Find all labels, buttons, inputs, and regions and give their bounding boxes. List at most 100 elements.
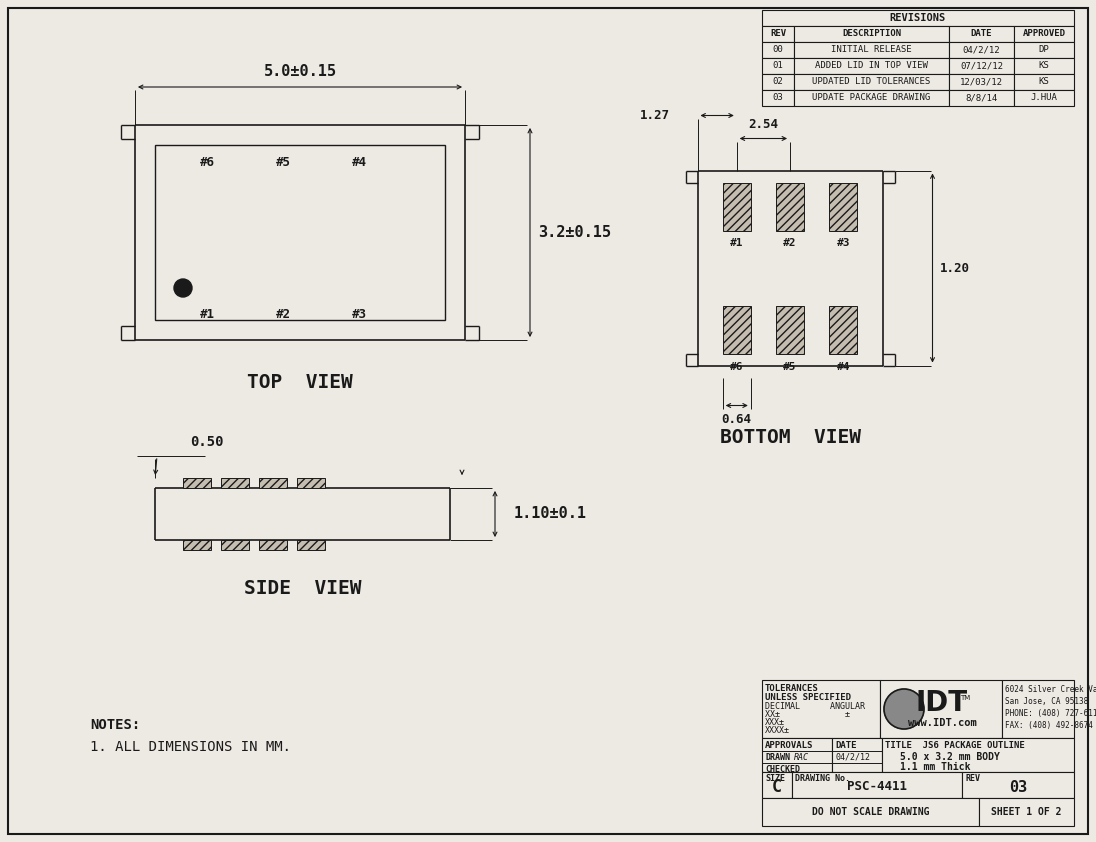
Text: 04/2/12: 04/2/12: [962, 45, 1001, 55]
Bar: [949, 58, 1014, 74]
Bar: [882, 738, 1074, 772]
Text: DRAWING No.: DRAWING No.: [795, 774, 850, 783]
Text: CHECKED: CHECKED: [765, 765, 800, 774]
Bar: [830, 306, 857, 354]
Bar: [722, 306, 751, 354]
Text: TOLERANCES: TOLERANCES: [765, 684, 819, 693]
Text: REVISIONS: REVISIONS: [890, 13, 946, 23]
Text: PHONE: (408) 727-6116: PHONE: (408) 727-6116: [1005, 709, 1096, 718]
Text: www.IDT.com: www.IDT.com: [907, 718, 977, 728]
Bar: [794, 58, 949, 74]
Text: XXXX±: XXXX±: [765, 726, 790, 735]
Text: 1. ALL DIMENSIONS IN MM.: 1. ALL DIMENSIONS IN MM.: [90, 740, 292, 754]
Bar: [776, 183, 804, 231]
Text: XX±             ±: XX± ±: [765, 710, 850, 719]
Bar: [1002, 680, 1074, 738]
Bar: [792, 772, 962, 798]
Text: SHEET 1 OF 2: SHEET 1 OF 2: [991, 807, 1061, 817]
Text: 12/03/12: 12/03/12: [960, 77, 1003, 87]
Bar: [949, 74, 1014, 90]
Text: San Jose, CA 95138: San Jose, CA 95138: [1005, 697, 1088, 706]
Text: RAC: RAC: [794, 753, 809, 762]
Bar: [762, 74, 794, 90]
Text: #3: #3: [836, 238, 850, 248]
Bar: [1014, 90, 1074, 106]
Text: DATE: DATE: [835, 741, 856, 750]
Text: 01: 01: [773, 61, 784, 71]
Bar: [949, 90, 1014, 106]
Bar: [762, 772, 792, 798]
Text: 02: 02: [773, 77, 784, 87]
Text: APPROVALS: APPROVALS: [765, 741, 813, 750]
Text: APPROVED: APPROVED: [1023, 29, 1065, 39]
Text: REV: REV: [769, 29, 786, 39]
Bar: [832, 738, 882, 772]
Text: 07/12/12: 07/12/12: [960, 61, 1003, 71]
Bar: [794, 74, 949, 90]
Bar: [762, 42, 794, 58]
Text: KS: KS: [1039, 77, 1049, 87]
Text: 8/8/14: 8/8/14: [966, 93, 997, 103]
Bar: [297, 540, 326, 550]
Text: 03: 03: [773, 93, 784, 103]
Bar: [776, 306, 804, 354]
Bar: [762, 738, 832, 772]
Text: #1: #1: [201, 308, 215, 322]
Bar: [762, 90, 794, 106]
Bar: [979, 798, 1074, 826]
Bar: [1014, 26, 1074, 42]
Text: 1.27: 1.27: [639, 109, 670, 122]
Bar: [155, 145, 445, 320]
Text: 1.10±0.1: 1.10±0.1: [514, 507, 586, 521]
Bar: [794, 90, 949, 106]
Text: ADDED LID IN TOP VIEW: ADDED LID IN TOP VIEW: [815, 61, 928, 71]
Text: DESCRIPTION: DESCRIPTION: [842, 29, 901, 39]
Text: DP: DP: [1039, 45, 1049, 55]
Bar: [722, 183, 751, 231]
Text: IDT: IDT: [916, 689, 968, 717]
Text: REV: REV: [964, 774, 980, 783]
Bar: [1014, 74, 1074, 90]
Text: 1.20: 1.20: [939, 262, 970, 274]
Bar: [880, 680, 1002, 738]
Bar: [183, 540, 212, 550]
Text: #1: #1: [730, 238, 743, 248]
Bar: [762, 58, 794, 74]
Text: 3.2±0.15: 3.2±0.15: [538, 225, 612, 240]
Text: 03: 03: [1009, 780, 1027, 795]
Bar: [221, 540, 249, 550]
Text: #6: #6: [730, 361, 743, 371]
Bar: [830, 183, 857, 231]
Text: #5: #5: [276, 157, 292, 169]
Text: DATE: DATE: [971, 29, 992, 39]
Bar: [221, 478, 249, 488]
Bar: [794, 42, 949, 58]
Text: PSC-4411: PSC-4411: [847, 781, 907, 793]
Bar: [259, 478, 287, 488]
Text: #4: #4: [836, 361, 850, 371]
Bar: [183, 478, 212, 488]
Text: UNLESS SPECIFIED: UNLESS SPECIFIED: [765, 693, 850, 702]
Text: #2: #2: [276, 308, 292, 322]
Text: SIDE  VIEW: SIDE VIEW: [243, 578, 362, 598]
Bar: [1014, 58, 1074, 74]
Text: 0.50: 0.50: [190, 435, 224, 449]
Text: XXX±: XXX±: [765, 718, 785, 727]
Text: DRAWN: DRAWN: [765, 753, 790, 762]
Bar: [1014, 42, 1074, 58]
Text: #6: #6: [201, 157, 215, 169]
Text: NOTES:: NOTES:: [90, 718, 140, 732]
Text: #2: #2: [784, 238, 797, 248]
Text: TITLE  JS6 PACKAGE OUTLINE: TITLE JS6 PACKAGE OUTLINE: [884, 741, 1025, 750]
Text: 00: 00: [773, 45, 784, 55]
Bar: [297, 478, 326, 488]
Text: BOTTOM  VIEW: BOTTOM VIEW: [719, 428, 860, 447]
Text: SIZE: SIZE: [765, 774, 785, 783]
Bar: [949, 26, 1014, 42]
Text: C: C: [772, 778, 783, 796]
Text: 6024 Silver Creek Valley Rd: 6024 Silver Creek Valley Rd: [1005, 685, 1096, 694]
Text: INITIAL RELEASE: INITIAL RELEASE: [831, 45, 912, 55]
Text: 1.1 mm Thick: 1.1 mm Thick: [900, 762, 970, 772]
Text: TOP  VIEW: TOP VIEW: [247, 372, 353, 392]
Bar: [762, 10, 1074, 26]
